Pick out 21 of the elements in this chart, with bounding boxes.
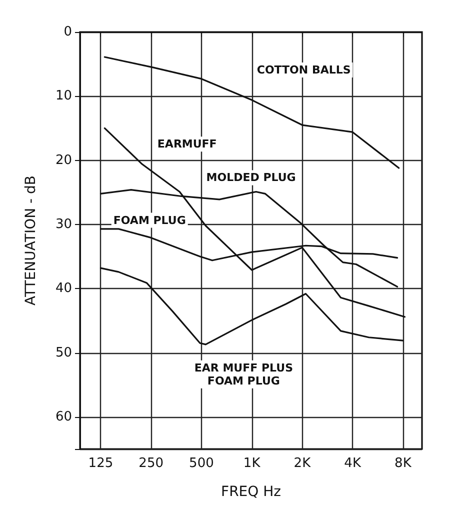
x-tick-label: 2K <box>294 456 312 471</box>
series-label: EARMUFF <box>157 138 217 151</box>
text: COTTON BALLS <box>256 64 351 77</box>
series-label: FOAM PLUG <box>113 214 186 227</box>
x-tick-label: 1K <box>243 456 261 471</box>
x-tick-label: 500 <box>189 456 214 471</box>
y-axis-title: ATTENUATION - dB <box>23 175 39 306</box>
series-label: MOLDED PLUG <box>206 171 296 184</box>
x-tick-label: 8K <box>394 456 412 471</box>
y-tick-label: 50 <box>55 345 72 360</box>
y-tick-label: 30 <box>55 216 72 232</box>
y-tick-label: 40 <box>55 281 72 296</box>
series-label: EAR MUFF PLUS FOAM PLUG <box>194 361 294 388</box>
x-axis-title: FREQ Hz <box>221 484 281 500</box>
x-tick-label: 250 <box>138 456 164 471</box>
x-tick-label: 4K <box>344 456 362 471</box>
y-tick-label: 60 <box>55 409 72 424</box>
x-tick-label: 125 <box>88 456 114 471</box>
y-tick-label: 20 <box>55 152 72 168</box>
y-tick-label: 0 <box>64 24 72 40</box>
y-tick-label: 10 <box>55 88 72 104</box>
